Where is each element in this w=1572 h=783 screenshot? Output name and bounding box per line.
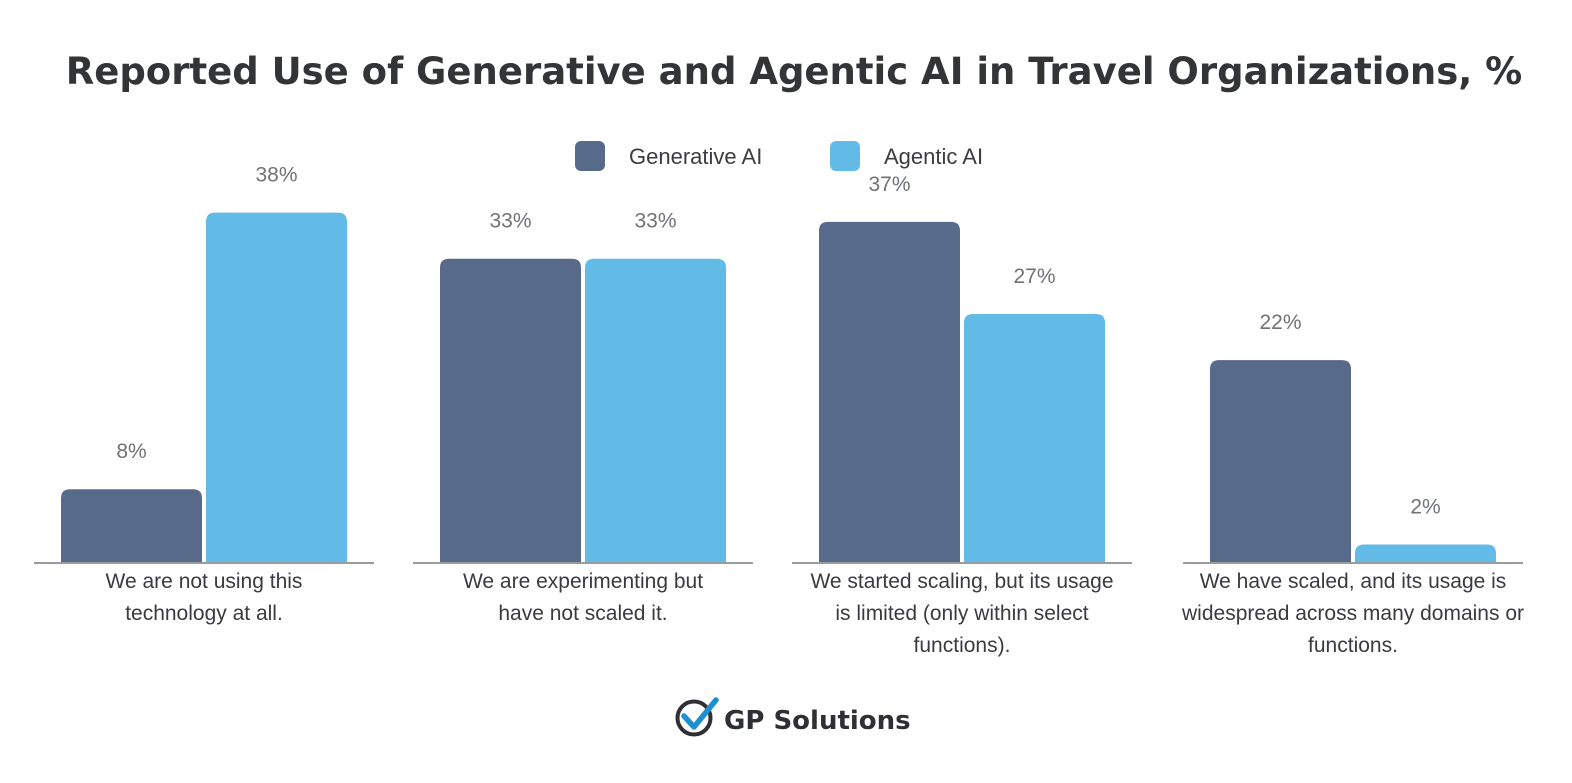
value-label-generative-1: 33%	[489, 210, 531, 233]
bar-agentic-1	[585, 258, 726, 563]
category-label-2-line-0: We started scaling, but its usage	[810, 570, 1113, 593]
legend-swatch-0	[575, 141, 605, 171]
bar-agentic-0	[206, 212, 347, 563]
bar-generative-2	[819, 221, 960, 564]
category-label-1-line-1: have not scaled it.	[498, 602, 667, 625]
category-label-2-line-2: functions).	[914, 634, 1011, 657]
category-label-3-line-2: functions.	[1308, 634, 1398, 657]
value-label-generative-3: 22%	[1259, 311, 1301, 334]
brand-logo: GP Solutions	[675, 697, 911, 737]
legend-swatch-1	[830, 141, 860, 171]
category-label-0-line-1: technology at all.	[125, 602, 283, 625]
checkmark-circle-logo-icon	[675, 697, 719, 737]
value-label-agentic-1: 33%	[634, 210, 676, 233]
category-label-2-line-1: is limited (only within select	[835, 602, 1088, 625]
category-label-0-line-0: We are not using this	[106, 570, 303, 593]
category-label-1-line-0: We are experimenting but	[463, 570, 703, 593]
value-labels: 8% 38% 33% 33% 37% 27% 22% 2%	[116, 164, 1440, 519]
brand-name: GP Solutions	[724, 706, 911, 736]
category-label-3-line-1: widespread across many domains or	[1181, 602, 1524, 625]
bar-generative-0	[61, 489, 202, 563]
bar-agentic-3	[1355, 544, 1496, 563]
value-label-agentic-3: 2%	[1410, 496, 1440, 519]
category-axes: We are not using this technology at all. W…	[34, 562, 1524, 657]
chart-title: Reported Use of Generative and Agentic A…	[66, 50, 1523, 93]
value-label-generative-2: 37%	[868, 173, 910, 196]
bar-generative-1	[440, 258, 581, 563]
legend-label-1: Agentic AI	[884, 144, 983, 169]
value-label-agentic-0: 38%	[255, 164, 297, 187]
legend: Generative AI Agentic AI	[575, 141, 983, 171]
legend-label-0: Generative AI	[629, 144, 762, 169]
bars	[61, 212, 1496, 564]
value-label-agentic-2: 27%	[1013, 265, 1055, 288]
category-label-3-line-0: We have scaled, and its usage is	[1200, 570, 1507, 593]
bar-agentic-2	[964, 314, 1105, 563]
value-label-generative-0: 8%	[116, 440, 146, 463]
bar-generative-3	[1210, 360, 1351, 563]
